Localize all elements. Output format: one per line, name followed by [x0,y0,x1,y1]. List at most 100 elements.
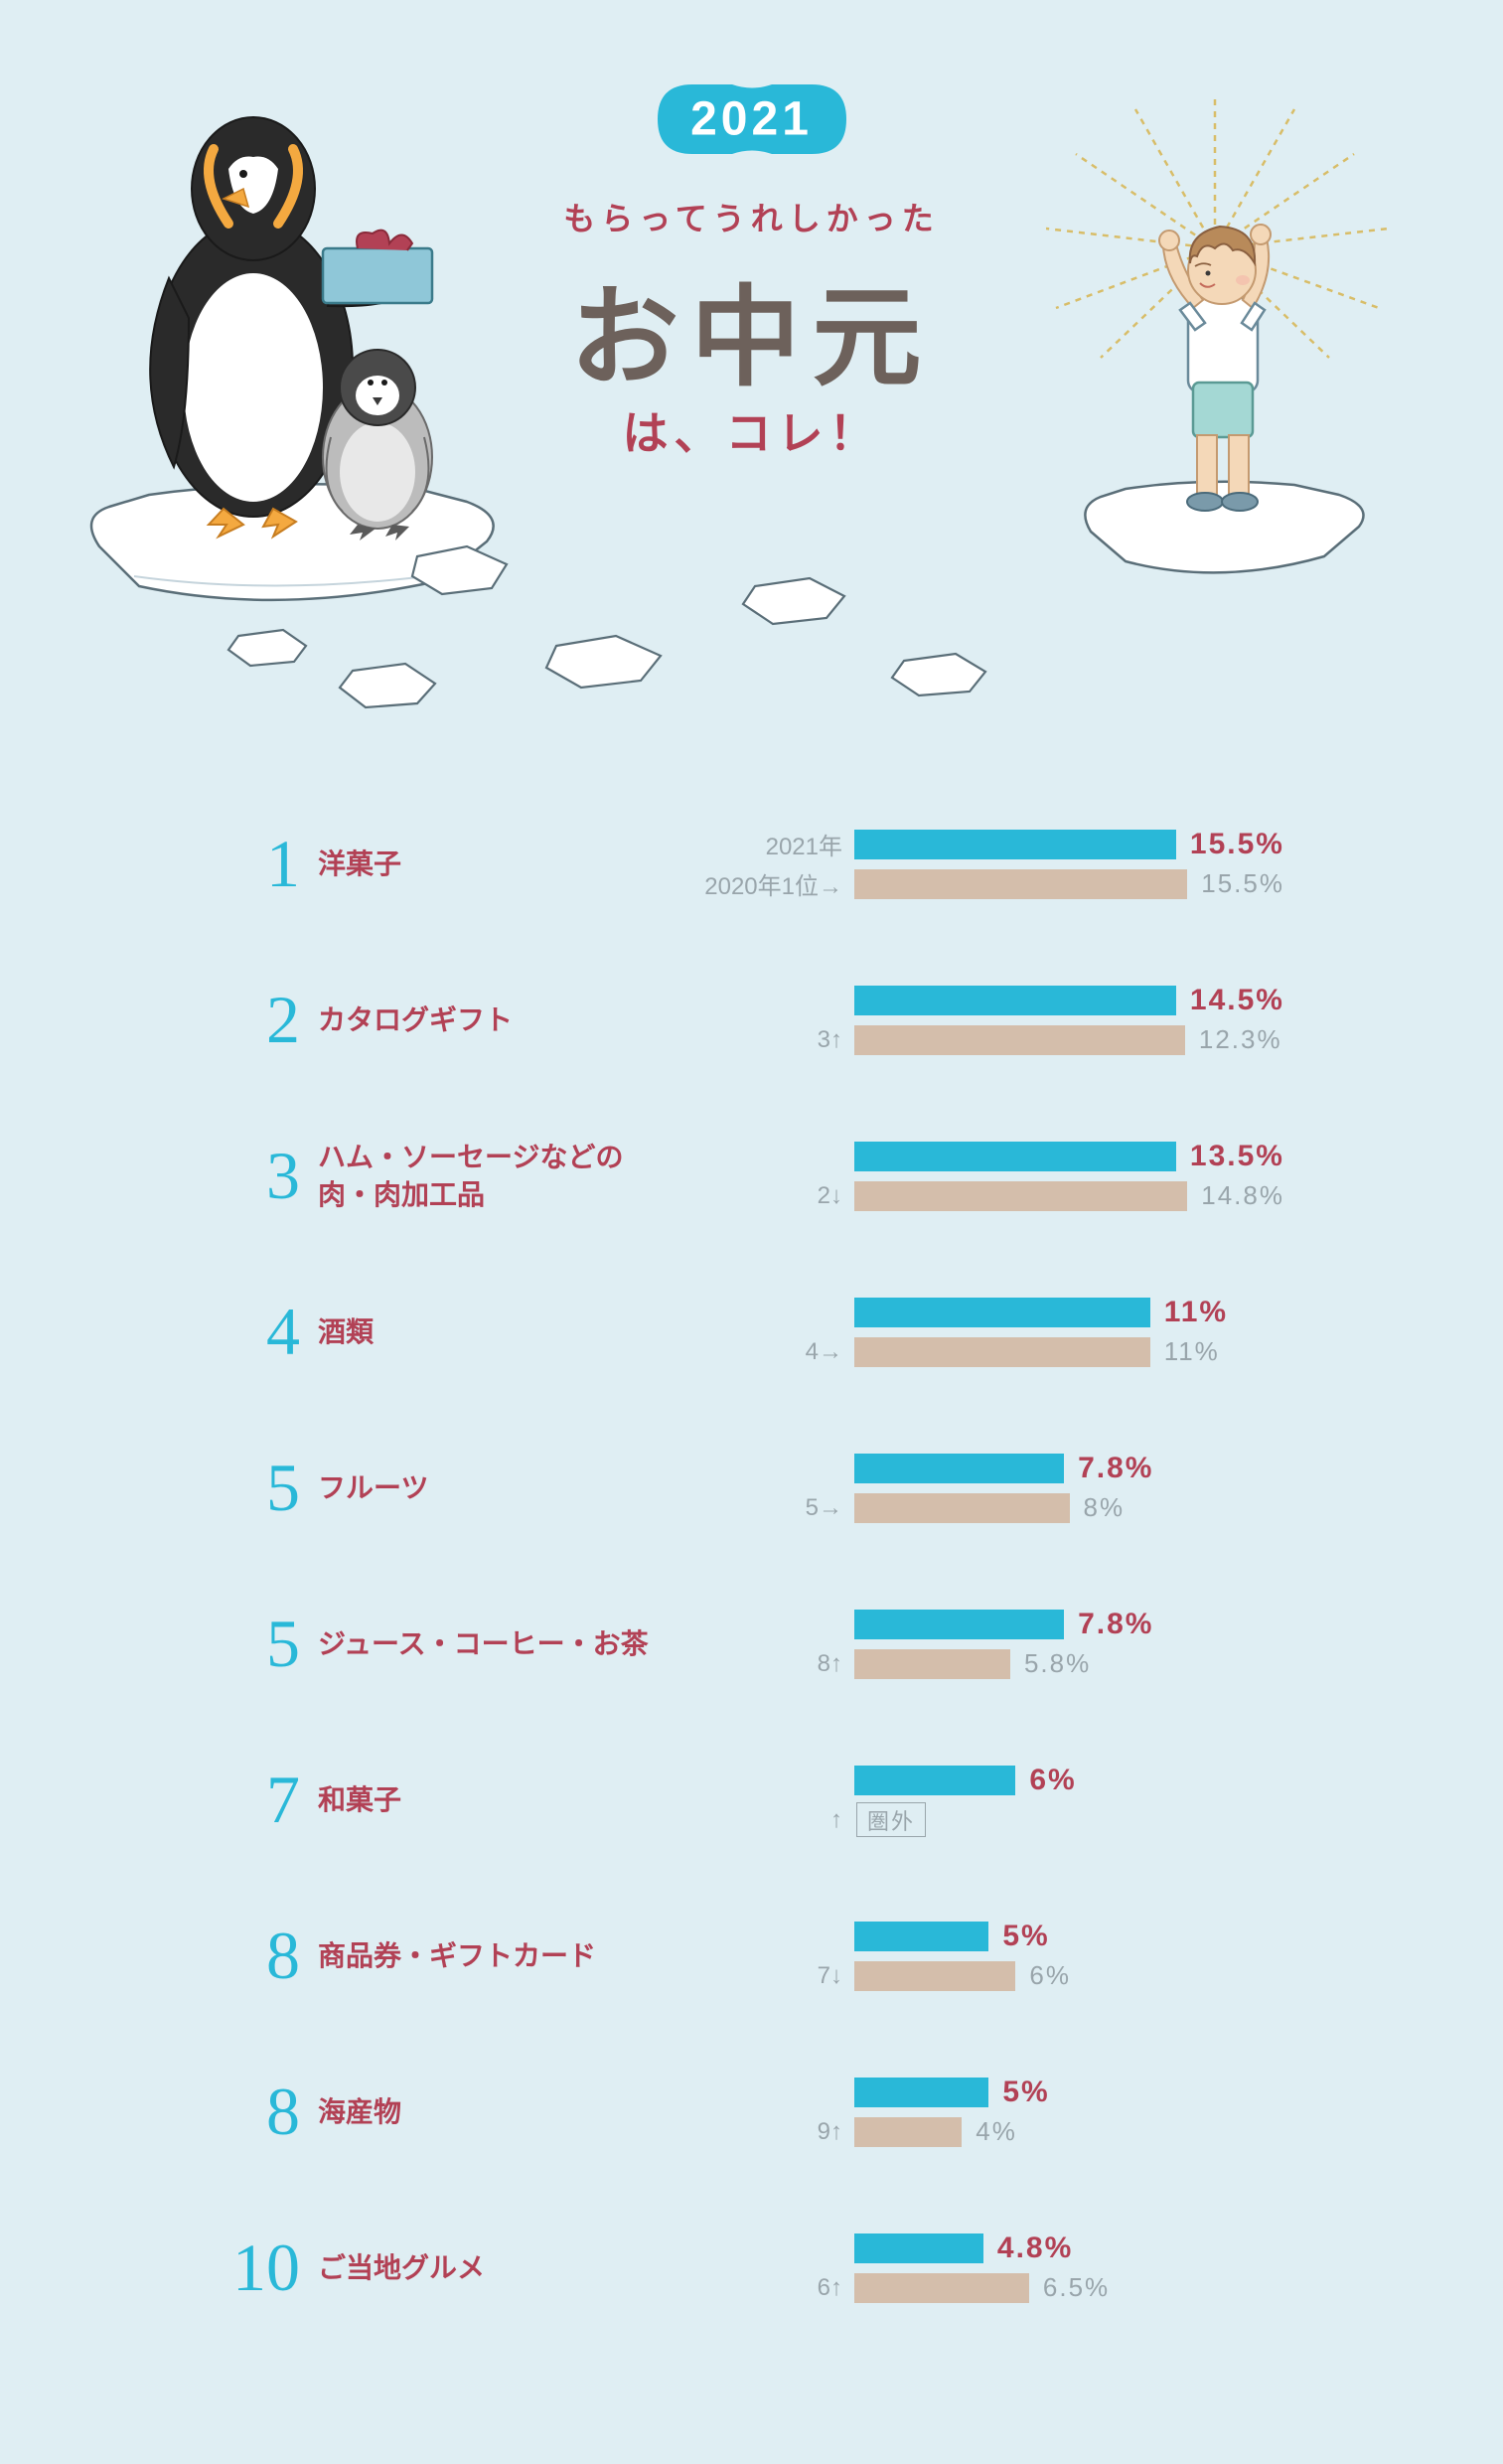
bar-line-2020: 3↑ 12.3% [685,1023,1284,1057]
rank-bars: 5% 7↓6% [685,1920,1284,1993]
rank-label: フルーツ [318,1469,685,1507]
bar-value-2021: 7.8% [1078,1452,1153,1485]
rank-label: ハム・ソーセージなどの 肉・肉加工品 [318,1139,685,1214]
rank-bars: 7.8% 8↑ 5.8% [685,1608,1284,1681]
rank-number: 7 [219,1761,318,1839]
hero-main-title: お中元 [570,248,934,407]
bar-2021 [854,1766,1015,1795]
bar-prefix-2020: 2020年1位→ [685,866,854,901]
rank-bars: 6% ↑圏外 [685,1764,1284,1837]
rank-bars: 14.5% 3↑ 12.3% [685,984,1284,1057]
rank-label: 海産物 [318,2093,685,2131]
bar-2021 [854,1454,1064,1483]
bar-prefix-2020: 2↓ [685,1182,854,1210]
bar-2021 [854,1142,1176,1171]
hero-subtitle-1: もらってうれしかった [563,194,939,239]
bar-line-2021: 2021年 15.5% [685,828,1284,861]
hero-section: 2021 もらってうれしかった お中元 は、コレ！ [0,0,1503,755]
rank-number: 3 [219,1137,318,1215]
ice-fragments-illustration [0,497,1503,755]
bar-value-2021: 11% [1164,1296,1228,1329]
bar-line-2020: 8↑ 5.8% [685,1647,1284,1681]
bar-2020 [854,2273,1029,2303]
rank-label: 和菓子 [318,1781,685,1819]
rank-number: 8 [219,1917,318,1995]
rank-row: 2カタログギフト 14.5% 3↑ 12.3% [219,981,1284,1059]
bar-prefix-2020: 3↑ [685,1026,854,1054]
bar-prefix-2020: 7↓ [685,1962,854,1990]
bar-2020 [854,2117,962,2147]
bar-prefix-2020: 9↑ [685,2118,854,2146]
bar-value-2021: 14.5% [1190,984,1284,1017]
rank-number: 8 [219,2073,318,2151]
year-text: 2021 [690,92,813,147]
bar-line-2021: 14.5% [685,984,1284,1017]
rank-label: カタログギフト [318,1001,685,1039]
bar-2020 [854,1961,1015,1991]
rank-row: 10ご当地グルメ4.8%6↑6.5% [219,2229,1284,2307]
bar-line-2021: 5% [685,2076,1284,2109]
bar-value-2020: 11% [1164,1336,1220,1367]
bar-line-2020: 6↑6.5% [685,2271,1284,2305]
bar-value-2021: 15.5% [1190,828,1284,861]
bar-line-2021: 11% [685,1296,1284,1329]
bar-prefix-2020: 8↑ [685,1650,854,1678]
bar-value-2021: 6% [1029,1764,1076,1797]
rank-label: ジュース・コーヒー・お茶 [318,1625,685,1663]
bar-prefix-2020: 5→ [685,1494,854,1522]
bar-2020 [854,1181,1187,1211]
bar-value-2020: 12.3% [1199,1024,1282,1055]
rank-bars: 5%9↑4% [685,2076,1284,2149]
rank-number: 1 [219,825,318,903]
rank-bars: 13.5% 2↓ 14.8% [685,1140,1284,1213]
rank-bars: 2021年 15.5% 2020年1位→15.5% [685,828,1284,901]
bar-line-2021: 13.5% [685,1140,1284,1173]
bar-2021 [854,1922,988,1951]
rank-bars: 4.8% 6↑6.5% [685,2232,1284,2305]
bar-line-2020: 2020年1位→15.5% [685,867,1284,901]
bar-value-2020: 14.8% [1201,1180,1284,1211]
bar-value-2020: 6.5% [1043,2272,1110,2303]
rank-row: 1洋菓子2021年 15.5% 2020年1位→15.5% [219,825,1284,903]
rank-bars: 7.8% 5→ 8% [685,1452,1284,1525]
rank-row: 5ジュース・コーヒー・お茶 7.8% 8↑ 5.8% [219,1605,1284,1683]
bar-value-2021: 13.5% [1190,1140,1284,1173]
bar-2020 [854,1025,1185,1055]
bar-line-2020: ↑圏外 [685,1803,1284,1837]
bar-2020 [854,1493,1070,1523]
rank-row: 8海産物5%9↑4% [219,2073,1284,2151]
bar-value-2021: 4.8% [997,2232,1073,2265]
rank-row: 3ハム・ソーセージなどの 肉・肉加工品 13.5% 2↓ 14.8% [219,1137,1284,1215]
bar-value-2020: 5.8% [1024,1648,1091,1679]
bar-2021 [854,2233,983,2263]
rank-number: 10 [219,2229,318,2307]
bar-value-2021: 5% [1002,1920,1049,1953]
bar-2021 [854,986,1176,1015]
bar-value-2021: 5% [1002,2076,1049,2109]
bar-value-2021: 7.8% [1078,1608,1153,1641]
rank-row: 8商品券・ギフトカード 5% 7↓6% [219,1917,1284,1995]
bar-2020 [854,1337,1150,1367]
bar-line-2021: 7.8% [685,1608,1284,1641]
rank-label: 洋菓子 [318,846,685,883]
hero-subtitle-2: は、コレ！ [623,397,881,463]
rank-row: 7和菓子 6% ↑圏外 [219,1761,1284,1839]
rank-row: 4酒類11%4→11% [219,1293,1284,1371]
bar-line-2020: 5→ 8% [685,1491,1284,1525]
rank-label: 商品券・ギフトカード [318,1937,685,1975]
rank-bars: 11% 4→ 11% [685,1296,1284,1369]
bar-2021 [854,2078,988,2107]
bar-prefix-2020: ↑ [685,1806,854,1834]
ranking-list: 1洋菓子2021年15.5%2020年1位→15.5%2カタログギフト14.5%… [0,755,1503,2307]
infographic-container: 2021 もらってうれしかった お中元 は、コレ！ 1洋菓子2021年 15.5%… [0,0,1503,2464]
bar-prefix-2021: 2021年 [685,827,854,861]
out-of-rank-badge: 圏外 [856,1802,926,1837]
bar-2020 [854,869,1187,899]
bar-value-2020: 8% [1084,1492,1126,1523]
rank-number: 2 [219,981,318,1059]
bar-line-2020: 4→ 11% [685,1335,1284,1369]
bar-prefix-2020: 4→ [685,1338,854,1366]
rank-number: 5 [219,1605,318,1683]
rank-number: 5 [219,1449,318,1527]
bar-line-2020: 7↓6% [685,1959,1284,1993]
